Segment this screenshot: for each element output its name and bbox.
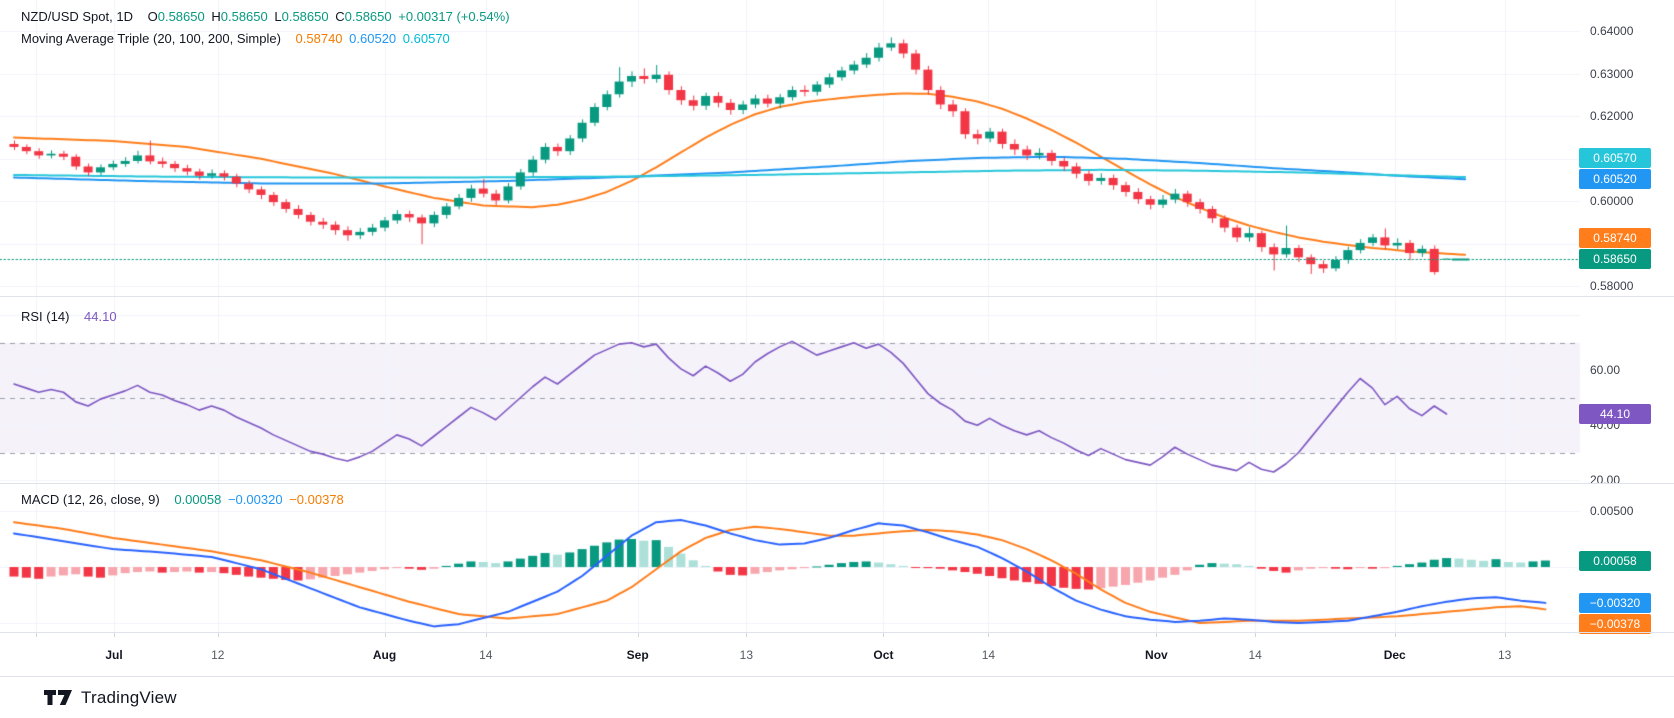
time-axis-label-14: 14: [1248, 648, 1262, 662]
time-axis-label-13: 13: [1497, 648, 1512, 662]
time-axis-label-dec: Dec: [1383, 648, 1406, 662]
symbol-title[interactable]: NZD/USD Spot, 1D: [21, 9, 133, 24]
ohlc-low-label: L: [274, 9, 282, 24]
ohlc-close-label: C: [335, 9, 345, 24]
price-axis-label: 0.62000: [1590, 109, 1634, 124]
time-tick: [746, 633, 747, 637]
time-axis-label-sep: Sep: [626, 648, 649, 662]
time-tick: [1255, 633, 1256, 637]
time-axis-label-oct: Oct: [873, 648, 894, 662]
ma100-value: 0.60520: [349, 31, 397, 46]
price-axis-label: 0.60000: [1590, 194, 1634, 209]
time-tick: [486, 633, 487, 637]
macd-axis-badge: −0.00378: [1579, 613, 1651, 634]
time-axis-label-nov: Nov: [1145, 648, 1168, 662]
price-axis-badge: 0.58740: [1579, 227, 1651, 248]
price-axis-label: 0.58000: [1590, 279, 1634, 294]
pane-divider[interactable]: [0, 483, 1674, 484]
macd-legend[interactable]: MACD (12, 26, close, 9) 0.00058 −0.00320…: [21, 492, 347, 507]
time-tick: [988, 633, 989, 637]
macd-axis-label: 0.00500: [1590, 504, 1634, 518]
time-tick: [36, 633, 37, 637]
price-legend[interactable]: NZD/USD Spot, 1D O0.58650 H0.58650 L0.58…: [21, 9, 513, 24]
ohlc-close-value: 0.58650: [344, 9, 392, 24]
rsi-axis-badge: 44.10: [1579, 403, 1651, 424]
rsi-title[interactable]: RSI (14): [21, 309, 70, 324]
time-tick: [883, 633, 884, 637]
ma-indicator-title[interactable]: Moving Average Triple (20, 100, 200, Sim…: [21, 31, 281, 46]
ma200-value: 0.60570: [402, 31, 450, 46]
ohlc-open-label: O: [147, 9, 158, 24]
price-axis-badge: 0.58650: [1579, 248, 1651, 269]
macd-axis-badge: −0.00320: [1579, 592, 1651, 613]
time-axis-label-14: 14: [981, 648, 996, 662]
price-axis-label: 0.64000: [1590, 24, 1634, 39]
time-axis-label-14: 14: [479, 648, 493, 662]
time-tick: [1156, 633, 1157, 637]
ohlc-open-value: 0.58650: [157, 9, 205, 24]
time-axis-label-13: 13: [739, 648, 754, 662]
ohlc-high-label: H: [211, 9, 221, 24]
macd-line-value: −0.00320: [227, 492, 283, 507]
time-axis-label-aug: Aug: [372, 648, 397, 662]
rsi-legend[interactable]: RSI (14) 44.10: [21, 309, 120, 324]
pane-divider: [0, 632, 1674, 633]
pane-divider: [0, 676, 1674, 677]
rsi-axis-label: 60.00: [1590, 363, 1621, 378]
macd-signal-value: −0.00378: [289, 492, 344, 507]
pane-divider[interactable]: [0, 296, 1674, 297]
price-axis-label: 0.63000: [1590, 66, 1634, 81]
ma20-value: 0.58740: [295, 31, 343, 46]
macd-pane-canvas[interactable]: [0, 483, 1674, 632]
macd-title[interactable]: MACD (12, 26, close, 9): [21, 492, 160, 507]
time-tick: [218, 633, 219, 637]
ohlc-low-value: 0.58650: [281, 9, 329, 24]
time-tick: [1505, 633, 1506, 637]
ohlc-high-value: 0.58650: [220, 9, 268, 24]
time-tick: [1395, 633, 1396, 637]
rsi-axis-label: 20.00: [1590, 473, 1621, 488]
macd-axis-badge: 0.00058: [1579, 550, 1651, 571]
footer: TradingView: [0, 677, 1674, 718]
tradingview-logo-icon: [44, 690, 72, 705]
macd-hist-value: 0.00058: [174, 492, 222, 507]
time-tick: [114, 633, 115, 637]
time-tick: [638, 633, 639, 637]
time-tick: [385, 633, 386, 637]
ma-indicator-legend[interactable]: Moving Average Triple (20, 100, 200, Sim…: [21, 31, 453, 46]
change-value: +0.00317 (+0.54%): [398, 9, 510, 24]
time-axis-label-jul: Jul: [105, 648, 123, 662]
rsi-pane-canvas[interactable]: [0, 296, 1674, 483]
price-axis-badge: 0.60520: [1579, 169, 1651, 190]
time-axis-label-12: 12: [211, 648, 225, 662]
tradingview-logo-text: TradingView: [81, 687, 177, 707]
price-axis-badge: 0.60570: [1579, 148, 1651, 169]
rsi-value: 44.10: [84, 309, 117, 324]
price-pane-canvas[interactable]: [0, 0, 1674, 296]
tradingview-logo[interactable]: TradingView: [44, 688, 177, 708]
